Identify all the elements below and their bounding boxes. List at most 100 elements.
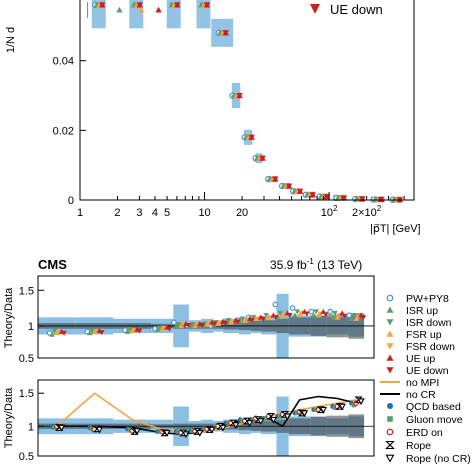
ratio2-y-axis-label: Theory/Data — [3, 387, 15, 448]
ratio-marker — [136, 328, 143, 334]
ratio1-y-ticks: 1 1.5 0.5 — [19, 285, 44, 365]
ratio-marker — [95, 426, 104, 434]
main-marker — [248, 134, 255, 141]
ratio-marker — [171, 319, 177, 326]
ratio-marker — [357, 398, 365, 406]
legend-label: ERD on — [406, 427, 443, 439]
ratio-marker — [199, 322, 205, 328]
legend-label: QCD based — [406, 401, 461, 413]
ratio-marker — [256, 418, 265, 425]
ratio-marker — [351, 402, 357, 408]
ratio-marker — [272, 301, 279, 308]
ratio-marker — [182, 431, 190, 439]
legend-marker-icon — [386, 343, 394, 350]
ratio-marker — [313, 309, 319, 315]
ratio-marker — [211, 321, 218, 327]
ratio-marker — [178, 323, 184, 329]
ratio-marker — [260, 316, 266, 322]
legend-label: Gluon move — [406, 414, 463, 426]
ratio-marker — [54, 330, 60, 336]
y-tick-label: 0.5 — [19, 353, 34, 365]
main-legend-label: UE down — [330, 2, 383, 17]
ratio-marker — [283, 413, 292, 421]
ratio-marker — [273, 315, 279, 321]
ratio-marker — [263, 312, 270, 319]
main-marker — [99, 2, 106, 9]
ratio-marker — [319, 406, 328, 414]
y-tick-label: 1.5 — [19, 388, 34, 400]
ratio-marker — [159, 325, 166, 332]
main-marker — [285, 183, 293, 190]
ratio-marker — [51, 328, 58, 334]
legend-label: FSR up — [406, 329, 442, 341]
main-marker — [359, 196, 366, 203]
legend-label: FSR down — [406, 341, 455, 353]
legend-marker-icon — [386, 294, 394, 302]
y-tick-label: 0.5 — [19, 451, 34, 463]
ratio-marker — [308, 308, 315, 315]
ratio-marker — [189, 322, 196, 328]
ratio-marker — [175, 322, 182, 328]
legend-label: ISR up — [406, 305, 438, 317]
y-tick-label: 1 — [28, 421, 34, 433]
legend-label: no CR — [406, 389, 436, 401]
ratio-marker — [196, 430, 204, 437]
x-tick-exponent: 2 — [333, 204, 338, 213]
cms-label: CMS — [38, 257, 67, 272]
ratio-marker — [57, 424, 66, 432]
ratio-marker — [208, 426, 216, 434]
ratio-marker — [346, 312, 352, 319]
x-tick-label: 20 — [236, 207, 248, 219]
ratio-marker — [222, 320, 229, 326]
ratio-marker — [338, 403, 346, 411]
ratio-marker — [98, 330, 105, 336]
ratio-marker — [332, 310, 338, 316]
y-tick-label: 1.5 — [19, 285, 34, 297]
ratio-marker — [296, 311, 303, 317]
ratio-marker — [341, 313, 348, 319]
ratio-marker — [185, 322, 192, 328]
main-marker — [136, 2, 143, 9]
ratio-marker — [334, 314, 341, 320]
ratio-marker — [231, 422, 240, 429]
ratio-marker — [353, 315, 360, 322]
luminosity-exponent: -1 — [307, 257, 315, 266]
ratio-marker — [351, 312, 357, 319]
ratio-marker — [154, 326, 161, 332]
ratio-marker — [124, 328, 131, 334]
ratio-marker — [315, 312, 322, 318]
x-tick-label: 2 — [114, 207, 120, 219]
ratio-marker — [127, 327, 133, 333]
legend-marker-icon — [386, 428, 394, 436]
x-tick-exponent: 2 — [377, 204, 382, 213]
ratio-marker — [250, 315, 257, 321]
ratio-panel-1: CMS 35.9 fb-1 (13 TeV) 11.50.5 PW+PY8ISR… — [3, 257, 455, 377]
y-tick-label: 0 — [68, 195, 74, 207]
ratio-marker — [235, 319, 241, 325]
x-tick-label: 1 — [77, 207, 83, 219]
ratio-marker — [322, 312, 329, 318]
main-marker — [203, 2, 211, 9]
ratio-marker — [166, 326, 173, 332]
legend-label: UE down — [406, 365, 449, 377]
legend-marker-icon — [387, 403, 393, 409]
main-marker — [138, 6, 145, 13]
ratio-marker — [294, 309, 301, 315]
ratio2-y-ticks: 1 1.5 0.5 — [19, 388, 44, 463]
legend-marker-icon — [386, 330, 394, 337]
main-marker — [155, 6, 162, 13]
main-marker — [259, 155, 266, 162]
main-panel: 0 0.02 0.04 1 2 3 4 5 10 20 102 2×102 1/N d UE dow… — [5, 0, 421, 235]
ratio-marker — [201, 321, 208, 327]
legend-marker-icon — [386, 306, 394, 313]
main-x-axis-label-text: |p⃗T| [GeV] — [370, 223, 421, 235]
ratio-marker — [61, 330, 67, 336]
ratio-marker — [329, 314, 336, 320]
x-tick-label: 102 — [321, 204, 338, 219]
y-tick-label: 0.04 — [53, 56, 74, 68]
legend-marker-icon — [387, 416, 393, 422]
ratio-marker — [129, 328, 136, 334]
legend-label: Rope — [406, 440, 431, 452]
